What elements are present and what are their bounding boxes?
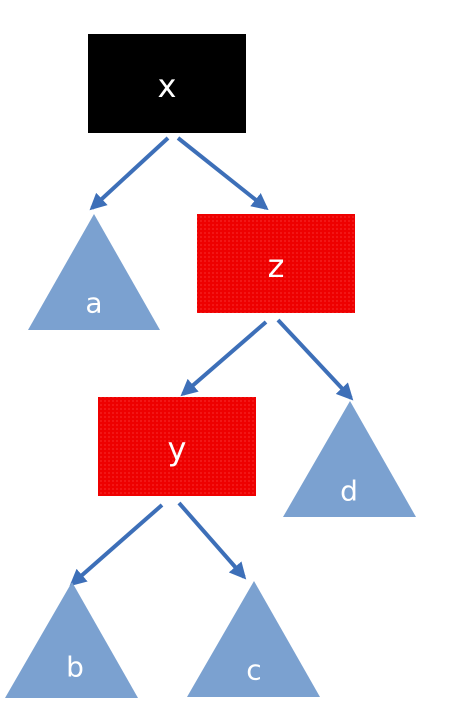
subtree-a-triangle <box>28 214 160 330</box>
edge-x-to-z <box>176 136 269 211</box>
node-z-label: z <box>268 247 285 285</box>
edge-x-to-a <box>89 136 170 211</box>
subtree-a-label: a <box>85 287 102 320</box>
subtree-b-label: b <box>66 651 84 684</box>
subtree-b: b <box>5 582 138 698</box>
node-y-box <box>98 397 256 496</box>
subtree-d: d <box>283 401 416 517</box>
node-z: z <box>197 214 355 313</box>
subtree-a: a <box>28 214 160 330</box>
node-y: y <box>98 397 256 496</box>
node-x-box <box>88 34 246 133</box>
edge-y-to-c <box>177 501 247 580</box>
node-z-box <box>197 214 355 313</box>
subtree-b-triangle <box>5 582 138 698</box>
edge-z-to-d <box>276 318 354 401</box>
node-x-label: x <box>158 67 177 105</box>
subtree-d-label: d <box>340 475 358 508</box>
subtree-c-triangle <box>187 581 320 697</box>
node-x: x <box>88 34 246 133</box>
subtree-d-triangle <box>283 401 416 517</box>
node-y-label: y <box>168 430 187 468</box>
edge-y-to-b <box>69 503 164 587</box>
subtree-c: c <box>187 581 320 697</box>
edges <box>69 136 354 587</box>
subtree-c-label: c <box>246 654 261 687</box>
edge-z-to-y <box>180 320 268 397</box>
